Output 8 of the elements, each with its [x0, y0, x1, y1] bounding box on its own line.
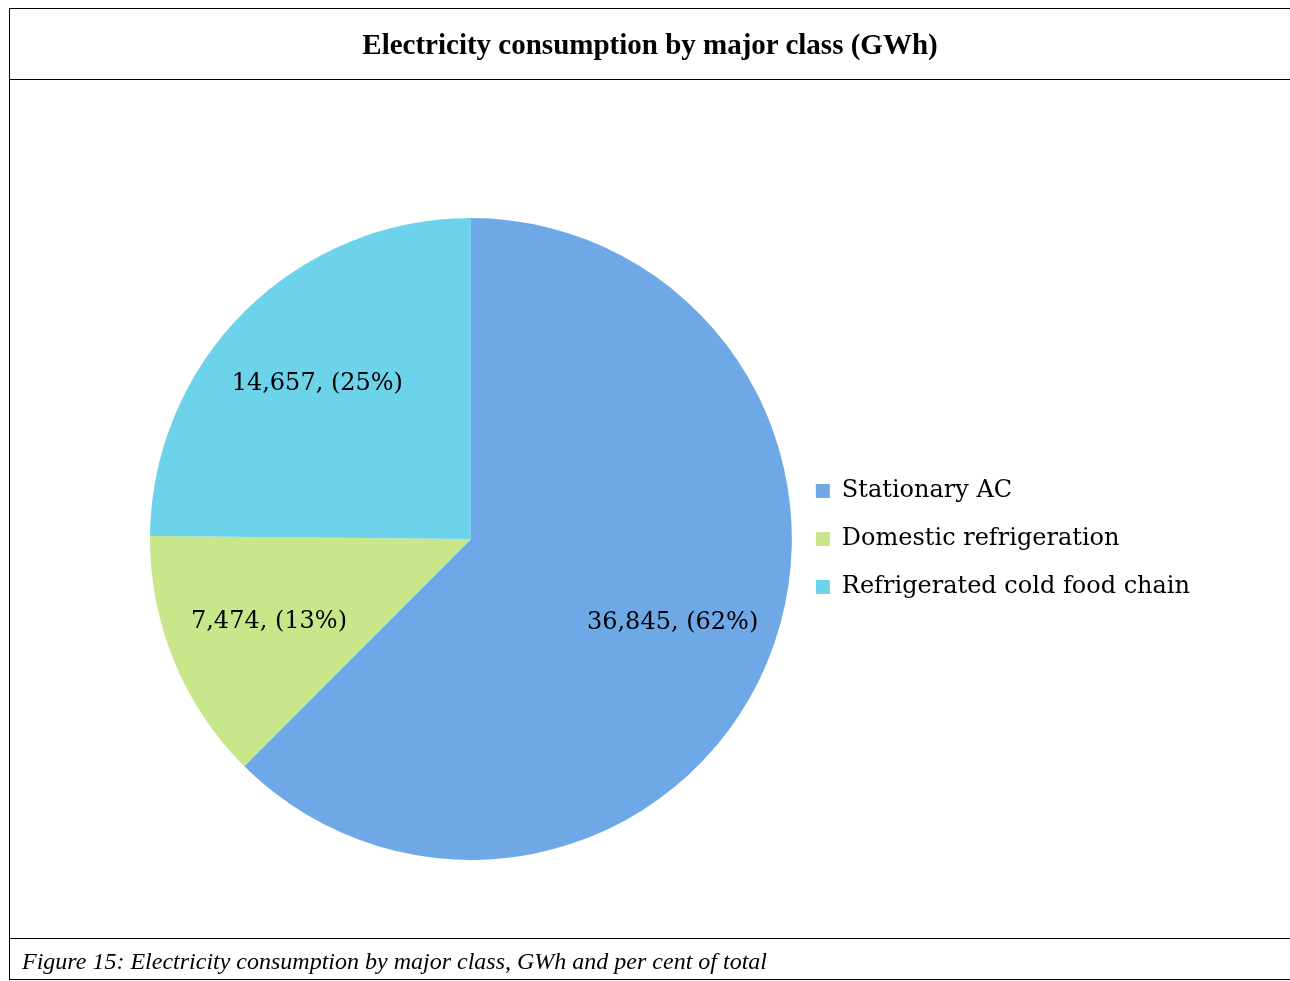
legend-label: Domestic refrigeration	[841, 523, 1120, 552]
caption: Figure 15: Electricity consumption by major class, GWh and per cent of total	[10, 938, 1290, 979]
data-label: 36,845, (62%)	[586, 606, 759, 635]
data-label: 14,657, (25%)	[231, 368, 403, 397]
data-label: 7,474, (13%)	[190, 605, 348, 634]
legend-label: Refrigerated cold food chain	[841, 571, 1191, 600]
chart-title: Electricity consumption by major class (GWh)	[10, 9, 1290, 80]
legend-label: Stationary AC	[841, 475, 1013, 504]
